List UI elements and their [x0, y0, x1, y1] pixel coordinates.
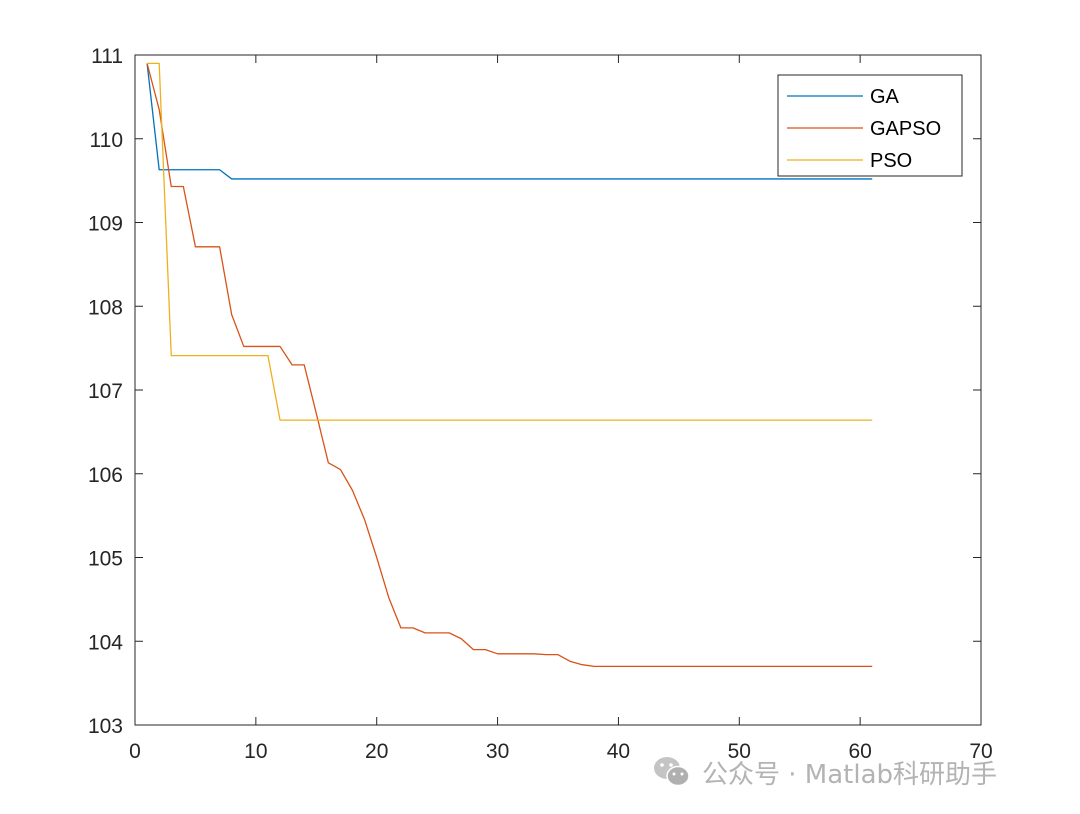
y-tick-label: 109	[88, 213, 123, 236]
wechat-icon	[654, 757, 690, 787]
y-tick-label: 108	[88, 296, 123, 319]
y-tick-label: 103	[88, 715, 123, 738]
legend: GA GAPSO PSO	[777, 74, 963, 177]
y-tick-label: 110	[90, 129, 123, 152]
x-tick-label: 20	[365, 740, 388, 763]
y-tick-label: 105	[88, 548, 123, 571]
x-tick-label: 40	[607, 740, 630, 763]
x-tick-label: 0	[129, 740, 141, 763]
y-tick-label: 104	[88, 631, 123, 654]
x-tick-label: 60	[848, 740, 871, 763]
axes-layer: 0 10 20 30 40 50 60 70 103 104 105 106 107 108 109 110 1…	[88, 45, 993, 763]
legend-label-gapso: GAPSO	[870, 118, 941, 140]
series-layer	[146, 62, 873, 668]
watermark: 公众号 · Matlab科研助手	[652, 752, 997, 792]
x-tick-label: 70	[969, 740, 992, 763]
watermark-text: 公众号 · Matlab科研助手	[702, 759, 998, 790]
x-tick-label: 30	[486, 740, 509, 763]
legend-box	[777, 74, 963, 177]
series-line-pso	[147, 62, 873, 421]
y-tick-label: 111	[91, 45, 123, 68]
legend-label-ga: GA	[870, 86, 900, 108]
legend-label-pso: PSO	[870, 150, 912, 172]
y-tick-label: 107	[88, 380, 123, 403]
x-tick-label: 50	[728, 740, 751, 763]
x-tick-label: 10	[244, 740, 267, 763]
series-line-gapso	[146, 63, 873, 668]
y-tick-label: 106	[88, 464, 123, 487]
